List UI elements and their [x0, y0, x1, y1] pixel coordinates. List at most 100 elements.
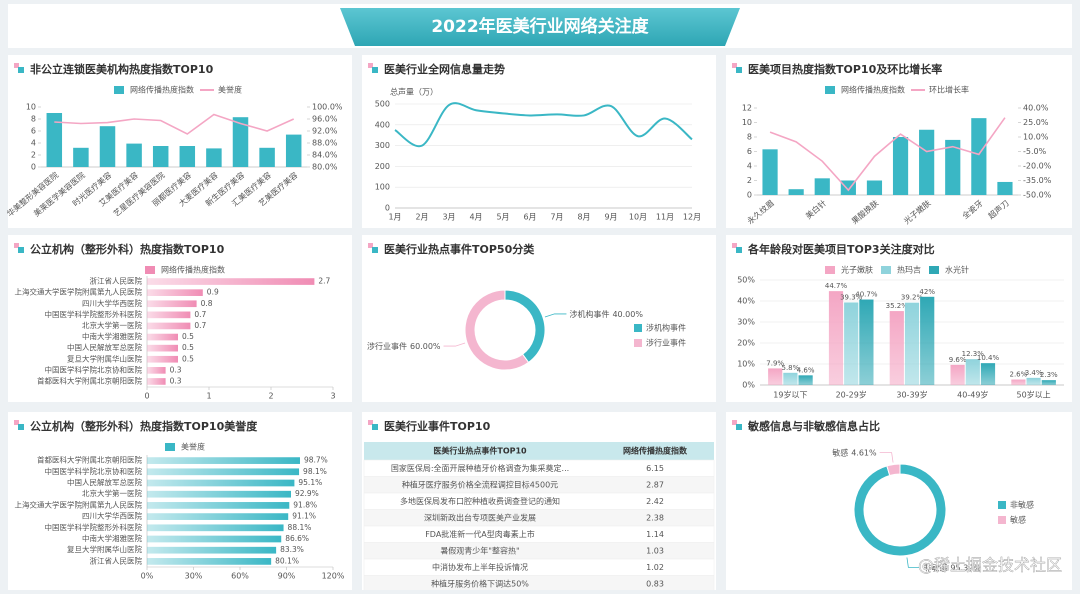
table-cell: 2.38: [646, 513, 664, 522]
table: 医美行业热点事件TOP10 网络传播热度指数国家医保局:全面开展种植牙价格调查为集…: [363, 442, 715, 590]
data-label: 2.3%: [1040, 371, 1058, 379]
table-cell: 中消协发布上半年投诉情况: [432, 562, 528, 572]
panel-title: 敏感信息与非敏感信息占比: [747, 419, 880, 433]
legend-swatch: [634, 339, 642, 347]
y2-tick-label: -20.0%: [1023, 162, 1052, 171]
data-label: 39.3%: [840, 293, 863, 301]
y2-tick-label: 80.0%: [312, 163, 338, 172]
panel: [362, 55, 716, 228]
bar: [147, 378, 166, 385]
x-tick-label: 4月: [469, 213, 482, 222]
data-label: 0.7: [194, 310, 206, 319]
data-label: 0.3: [170, 376, 182, 385]
bar: [762, 149, 778, 195]
bar: [859, 299, 874, 385]
y-tick-label: 300: [375, 141, 390, 150]
y-tick-label: 500: [375, 100, 390, 109]
data-label: 39.2%: [901, 294, 924, 302]
legend-swatch: [998, 501, 1006, 509]
y-tick-label: 6: [31, 127, 36, 136]
title-icon: [732, 243, 737, 248]
y-tick-label: 中国医学科学院整形外科医院: [45, 522, 143, 532]
table-cell: 多地医保局发布口腔种植收费调查登记的通知: [400, 496, 560, 506]
legend-label: 敏感: [1010, 515, 1026, 525]
title-icon: [372, 424, 378, 430]
y-tick-label: 复旦大学附属华山医院: [67, 353, 142, 363]
table-cell: 国家医保局:全面开展种植牙价格调查为集采奠定...: [391, 463, 569, 473]
line: [769, 117, 1006, 192]
bar: [147, 322, 191, 330]
bar: [997, 181, 1013, 195]
y2-tick-label: 96.0%: [312, 115, 338, 124]
line: [394, 102, 693, 148]
slice-label: 非敏感 95.39%: [923, 562, 981, 572]
data-label: 0.8: [201, 299, 213, 308]
legend-label: 网络传播热度指数: [161, 265, 225, 275]
x-tick-label: 8月: [577, 213, 590, 222]
data-label: 10.4%: [977, 354, 1000, 362]
bar: [866, 180, 883, 195]
x-tick-label: 30-39岁: [896, 390, 927, 400]
leader-line: [906, 557, 921, 568]
title-icon: [18, 67, 24, 73]
y-tick-label: 北京大学第一医院: [82, 488, 142, 498]
bar: [152, 146, 169, 167]
legend-swatch: [145, 266, 155, 274]
table-cell: 1.03: [646, 546, 664, 555]
data-label: 88.1%: [288, 523, 312, 532]
bar: [126, 143, 142, 167]
bar: [179, 146, 196, 167]
slice-value: 4.61%: [851, 448, 877, 457]
leader-line: [879, 452, 894, 463]
title-icon: [372, 67, 378, 73]
title-icon: [372, 247, 378, 253]
bar: [828, 291, 844, 385]
bar: [232, 117, 249, 167]
x-tick-label: 90%: [278, 572, 296, 581]
y-tick-label: 6: [747, 147, 752, 156]
x-tick-label: 60%: [231, 572, 249, 581]
data-label: 0.5: [182, 354, 194, 363]
table-cell: 0.83: [646, 579, 664, 588]
data-label: 5.8%: [782, 364, 800, 372]
bar: [147, 457, 300, 464]
bar: [892, 137, 909, 195]
legend-label: 光子嫩肤: [841, 265, 873, 275]
bar: [147, 558, 272, 565]
bar: [971, 118, 987, 195]
bar: [147, 502, 290, 509]
data-label: 86.6%: [285, 534, 309, 543]
y-tick-label: 中国医学科学院北京协和医院: [45, 364, 143, 374]
data-label: 3.4%: [1025, 369, 1043, 377]
x-tick-label: 6月: [523, 213, 536, 222]
line: [54, 113, 295, 135]
column-header: 医美行业热点事件TOP10: [433, 446, 527, 456]
panel-title: 医美行业事件TOP10: [384, 419, 491, 433]
table-cell: 1.02: [646, 563, 664, 572]
y-tick-label: 50%: [737, 276, 755, 285]
title-icon: [736, 424, 742, 430]
bar: [783, 372, 798, 385]
y-tick-label: 浙江省人民医院: [90, 555, 143, 565]
y-tick-label: 上海交通大学医学院附属第九人民医院: [15, 287, 143, 297]
y-axis-label: 总声量（万）: [390, 87, 438, 97]
header-plate: [340, 8, 740, 46]
data-label: 40.7%: [855, 291, 878, 299]
bar: [147, 468, 300, 476]
data-label: 83.3%: [280, 545, 304, 554]
bar: [889, 311, 904, 385]
donut-slice: [853, 463, 947, 557]
panel: [8, 235, 352, 402]
bar: [73, 147, 89, 167]
bar: [980, 363, 996, 385]
bar: [1041, 380, 1056, 385]
x-tick-label: 30%: [185, 572, 203, 581]
y-tick-label: 12: [742, 104, 752, 113]
legend-swatch: [929, 266, 939, 274]
slice-name: 非敏感: [923, 562, 947, 572]
bar: [788, 189, 804, 195]
bar: [768, 368, 783, 385]
legend-label: 美誉度: [218, 85, 242, 95]
y-tick-label: 首都医科大学附属北京朝阳医院: [37, 375, 142, 385]
table-cell: 深圳新政出台专项医美产业发展: [424, 512, 536, 522]
